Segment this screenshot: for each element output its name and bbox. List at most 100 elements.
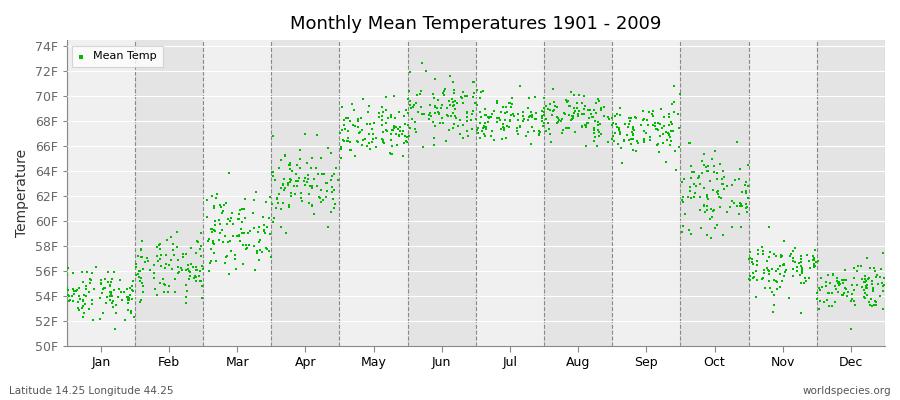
Mean Temp: [126, 278, 140, 284]
Mean Temp: [108, 326, 122, 332]
Mean Temp: [288, 178, 302, 184]
Mean Temp: [666, 128, 680, 134]
Mean Temp: [121, 297, 135, 304]
Mean Temp: [784, 251, 798, 257]
Mean Temp: [241, 230, 256, 236]
Mean Temp: [751, 247, 765, 254]
Mean Temp: [153, 241, 167, 247]
Mean Temp: [646, 122, 661, 128]
Mean Temp: [474, 128, 489, 134]
Mean Temp: [843, 298, 858, 304]
Mean Temp: [135, 238, 149, 244]
Mean Temp: [303, 183, 318, 189]
Mean Temp: [825, 272, 840, 278]
Mean Temp: [799, 252, 814, 258]
Mean Temp: [121, 299, 135, 306]
Mean Temp: [80, 269, 94, 276]
Mean Temp: [527, 94, 542, 100]
Mean Temp: [314, 199, 328, 206]
Mean Temp: [761, 254, 776, 260]
Mean Temp: [836, 280, 850, 286]
Mean Temp: [628, 114, 643, 120]
Mean Temp: [868, 298, 882, 304]
Mean Temp: [204, 192, 219, 199]
Mean Temp: [449, 100, 464, 106]
Mean Temp: [148, 270, 162, 276]
Mean Temp: [512, 122, 526, 129]
Mean Temp: [421, 116, 436, 122]
Mean Temp: [305, 183, 320, 190]
Mean Temp: [757, 267, 771, 274]
Mean Temp: [327, 205, 341, 211]
Mean Temp: [284, 190, 299, 196]
Mean Temp: [393, 127, 408, 134]
Mean Temp: [133, 275, 148, 281]
Mean Temp: [443, 73, 457, 79]
Mean Temp: [866, 284, 880, 291]
Mean Temp: [513, 83, 527, 90]
Mean Temp: [414, 104, 428, 110]
Mean Temp: [570, 100, 584, 106]
Mean Temp: [331, 177, 346, 183]
Mean Temp: [219, 254, 233, 261]
Mean Temp: [246, 210, 260, 216]
Mean Temp: [101, 279, 115, 285]
Mean Temp: [149, 244, 164, 251]
Mean Temp: [536, 109, 551, 115]
Mean Temp: [115, 296, 130, 303]
Mean Temp: [846, 274, 860, 281]
Mean Temp: [567, 105, 581, 111]
Mean Temp: [352, 130, 366, 136]
Mean Temp: [669, 167, 683, 173]
Mean Temp: [687, 181, 701, 188]
Mean Temp: [538, 116, 553, 122]
Mean Temp: [293, 147, 308, 153]
Mean Temp: [200, 197, 214, 204]
Mean Temp: [860, 292, 874, 298]
Mean Temp: [147, 275, 161, 282]
Mean Temp: [305, 185, 320, 192]
Mean Temp: [253, 237, 267, 244]
Mean Temp: [195, 282, 210, 289]
Mean Temp: [60, 272, 75, 278]
Mean Temp: [97, 285, 112, 292]
Mean Temp: [558, 111, 572, 117]
Mean Temp: [257, 222, 272, 228]
Mean Temp: [101, 268, 115, 275]
Mean Temp: [278, 153, 293, 159]
Mean Temp: [762, 285, 777, 291]
Mean Temp: [478, 133, 492, 139]
Mean Temp: [94, 290, 109, 297]
Mean Temp: [566, 115, 580, 122]
Mean Temp: [356, 96, 370, 102]
Mean Temp: [351, 123, 365, 130]
Mean Temp: [379, 120, 393, 127]
Mean Temp: [574, 111, 589, 117]
Mean Temp: [384, 150, 399, 157]
Mean Temp: [215, 226, 230, 233]
Mean Temp: [255, 249, 269, 255]
Mean Temp: [337, 138, 351, 144]
Mean Temp: [559, 97, 573, 103]
Mean Temp: [769, 253, 783, 259]
Mean Temp: [60, 285, 75, 292]
Mean Temp: [435, 114, 449, 121]
Bar: [203, 40, 271, 346]
Mean Temp: [386, 125, 400, 131]
Mean Temp: [580, 120, 595, 127]
Mean Temp: [495, 135, 509, 142]
Mean Temp: [717, 174, 732, 180]
Mean Temp: [68, 288, 82, 294]
Mean Temp: [697, 162, 711, 168]
Mean Temp: [439, 138, 454, 144]
Mean Temp: [78, 282, 93, 289]
Mean Temp: [325, 173, 339, 179]
Mean Temp: [171, 256, 185, 263]
Mean Temp: [127, 314, 141, 320]
Mean Temp: [745, 270, 760, 276]
Mean Temp: [426, 119, 440, 126]
Mean Temp: [479, 112, 493, 118]
Mean Temp: [121, 295, 135, 302]
Mean Temp: [801, 257, 815, 264]
Mean Temp: [170, 269, 184, 276]
